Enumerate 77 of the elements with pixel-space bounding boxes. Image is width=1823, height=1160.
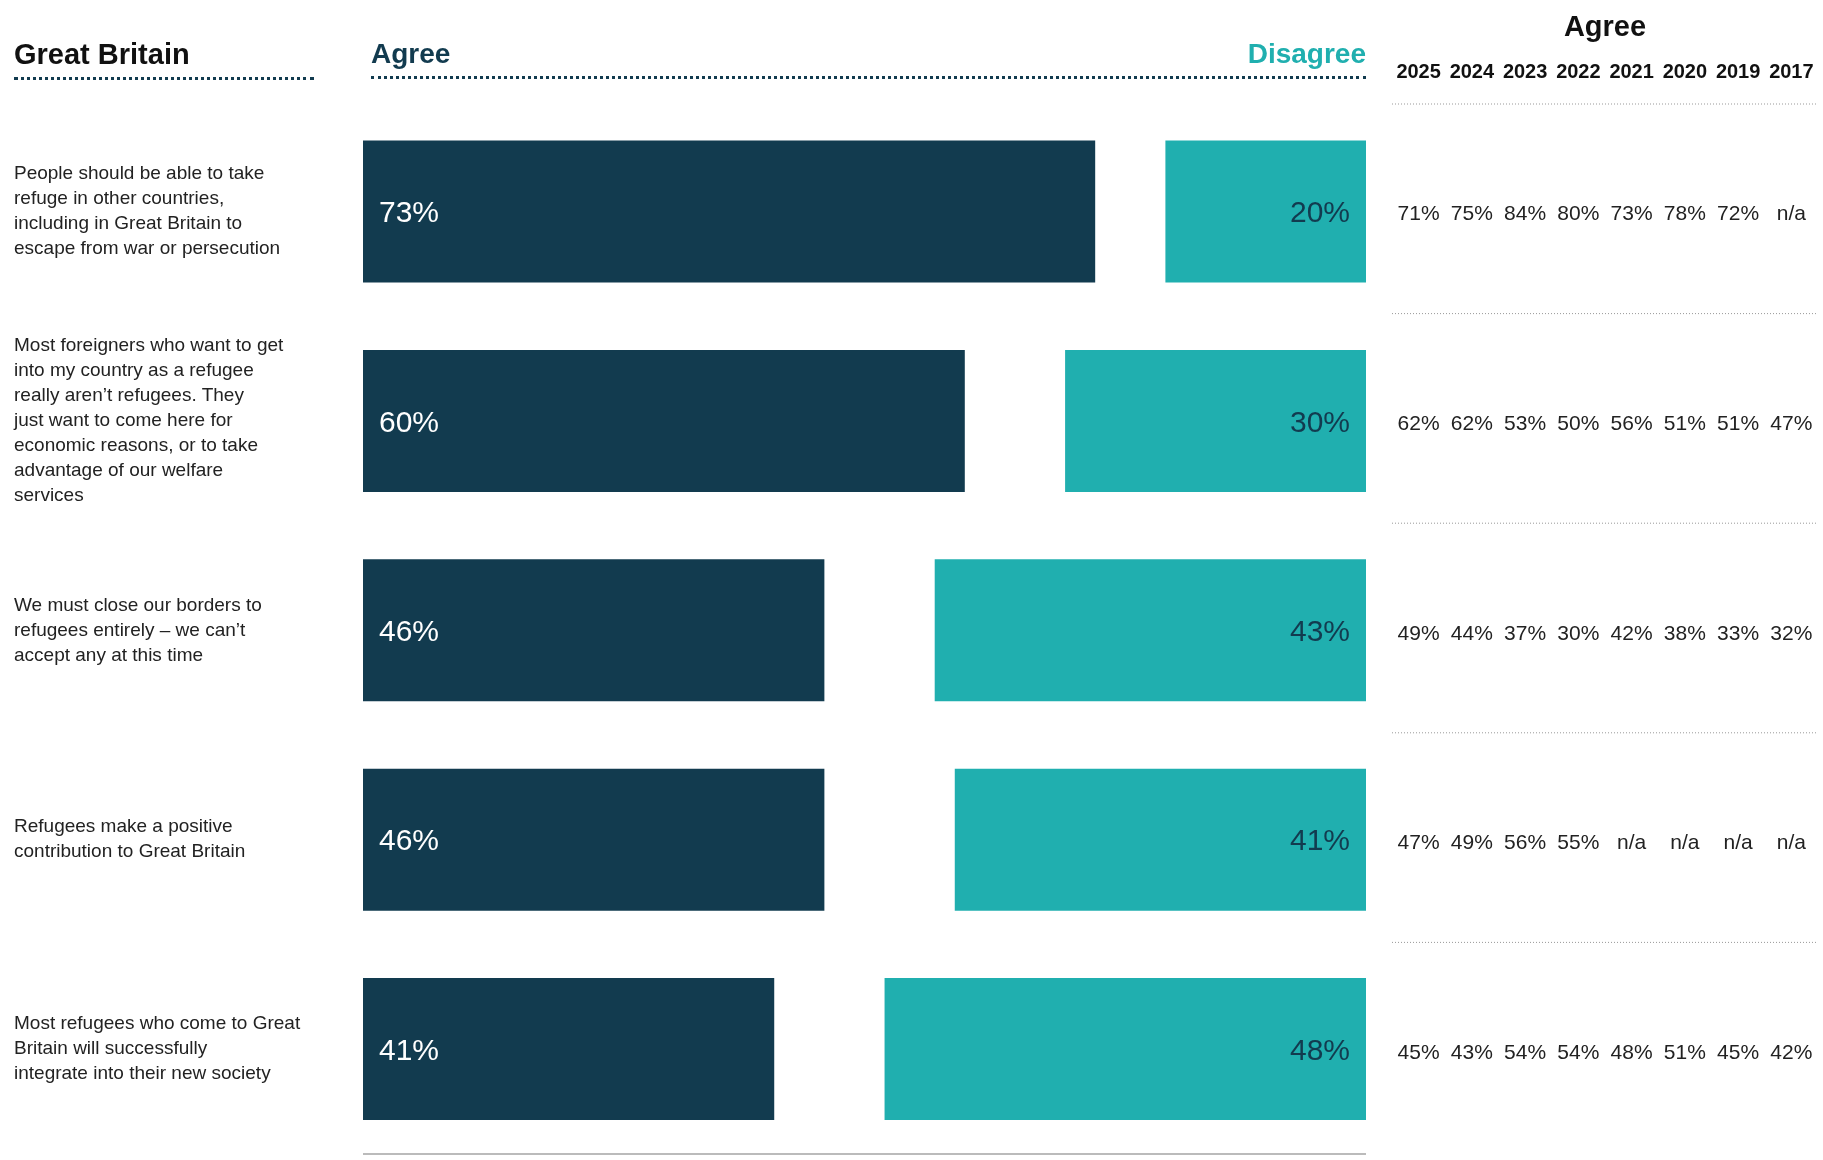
chart-title: Agree (1562, 10, 1648, 43)
data-label: 51% (1717, 410, 1760, 434)
data-label: 38% (1663, 620, 1706, 644)
data-label: 44% (1450, 620, 1493, 644)
x-tick-label: 2023 (1502, 60, 1548, 82)
data-label: 45% (1397, 1039, 1440, 1063)
data-label: 42% (1610, 620, 1653, 644)
text: n/a (1670, 830, 1700, 854)
x-tick-label: 2025 (1396, 60, 1441, 82)
text: n/a (1776, 830, 1806, 854)
data-label: 72% (1717, 201, 1760, 225)
y-tick-label: People should be able to take refuge in other countries, including in Great Britain to escape from war or persecution (14, 162, 281, 259)
data-label: 49% (1397, 620, 1440, 644)
data-label: 30% (1289, 404, 1350, 438)
bar (363, 349, 965, 492)
data-label: 51% (1663, 1039, 1706, 1063)
x-tick-label: 2017 (1769, 60, 1814, 82)
x-tick-label: 2024 (1449, 60, 1495, 82)
data-label: 75% (1450, 201, 1493, 225)
text: n/a (1723, 830, 1753, 854)
data-label: 47% (1397, 830, 1440, 854)
data-label: 20% (1289, 195, 1350, 229)
bar (934, 559, 1366, 702)
data-label: 46% (379, 613, 440, 647)
data-label: 51% (1663, 410, 1706, 434)
data-label: 73% (1610, 201, 1653, 225)
data-label: 49% (1450, 830, 1493, 854)
bar (363, 559, 825, 702)
data-label: 50% (1557, 410, 1600, 434)
data-label: 48% (1610, 1039, 1653, 1063)
data-label: 73% (379, 195, 440, 229)
data-label: 54% (1557, 1039, 1600, 1063)
x-tick-label: 2020 (1662, 60, 1708, 82)
data-label: 46% (379, 823, 440, 857)
data-label: 47% (1770, 410, 1813, 434)
data-label: 41% (379, 1032, 440, 1066)
data-label: 53% (1504, 410, 1547, 434)
data-label: 55% (1557, 830, 1600, 854)
y-tick-label: Most refugees who come to Great Britain will successfully integrate into their new society (14, 1012, 301, 1084)
y-tick-label: We must close our borders to refugees entirely – we can’t accept any at this time (14, 593, 262, 665)
data-label: 37% (1504, 620, 1547, 644)
data-label: 56% (1610, 410, 1653, 434)
data-label: 43% (1289, 613, 1350, 647)
data-label: 80% (1557, 201, 1600, 225)
data-label: 43% (1450, 1039, 1493, 1063)
data-label: 84% (1504, 201, 1547, 225)
bar (1165, 140, 1366, 283)
text: Agree (371, 38, 451, 70)
data-label: 42% (1770, 1039, 1813, 1063)
data-label: 30% (1557, 620, 1600, 644)
bar (363, 768, 825, 911)
data-label: 45% (1717, 1039, 1760, 1063)
x-tick-label: 2022 (1556, 60, 1601, 82)
data-label: 33% (1717, 620, 1760, 644)
bar (363, 978, 775, 1121)
text: Great Britain (14, 38, 314, 80)
data-label: 54% (1504, 1039, 1547, 1063)
data-label: 48% (1289, 1032, 1350, 1066)
data-label: 78% (1663, 201, 1706, 225)
data-label: 60% (379, 404, 440, 438)
data-label: 62% (1397, 410, 1440, 434)
data-label: 41% (1289, 823, 1350, 857)
x-tick-label: 2019 (1715, 60, 1761, 82)
data-label: 62% (1450, 410, 1493, 434)
text: Disagree (1247, 38, 1366, 70)
x-tick-label: 2021 (1609, 60, 1654, 82)
bar (884, 978, 1366, 1121)
text: n/a (1776, 201, 1806, 225)
y-tick-label: Most foreigners who want to get into my country as a refugee really aren’t refugees. They just want to come here for economic reasons, or to take advantage of our welfare services (13, 334, 285, 506)
data-label: 71% (1397, 201, 1440, 225)
bar (363, 140, 1096, 283)
data-label: 56% (1504, 830, 1547, 854)
y-tick-label: Refugees make a positive contribution to Great Britain (14, 815, 246, 862)
data-label: 32% (1770, 620, 1813, 644)
bar (1065, 349, 1366, 492)
text: n/a (1617, 830, 1647, 854)
bar (954, 768, 1366, 911)
